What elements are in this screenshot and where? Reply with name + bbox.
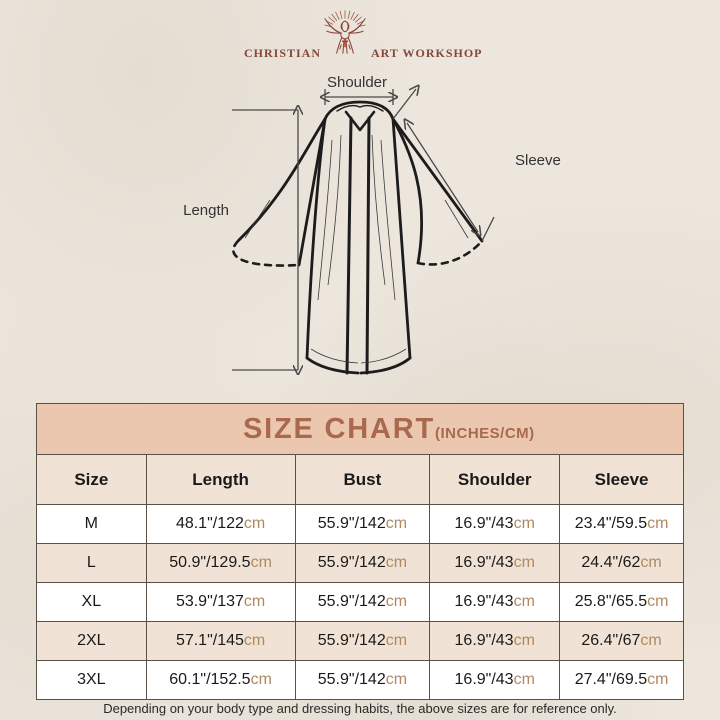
svg-text:Length: Length [183, 202, 229, 219]
svg-text:Sleeve: Sleeve [515, 152, 561, 169]
svg-text:Shoulder: Shoulder [327, 74, 387, 91]
